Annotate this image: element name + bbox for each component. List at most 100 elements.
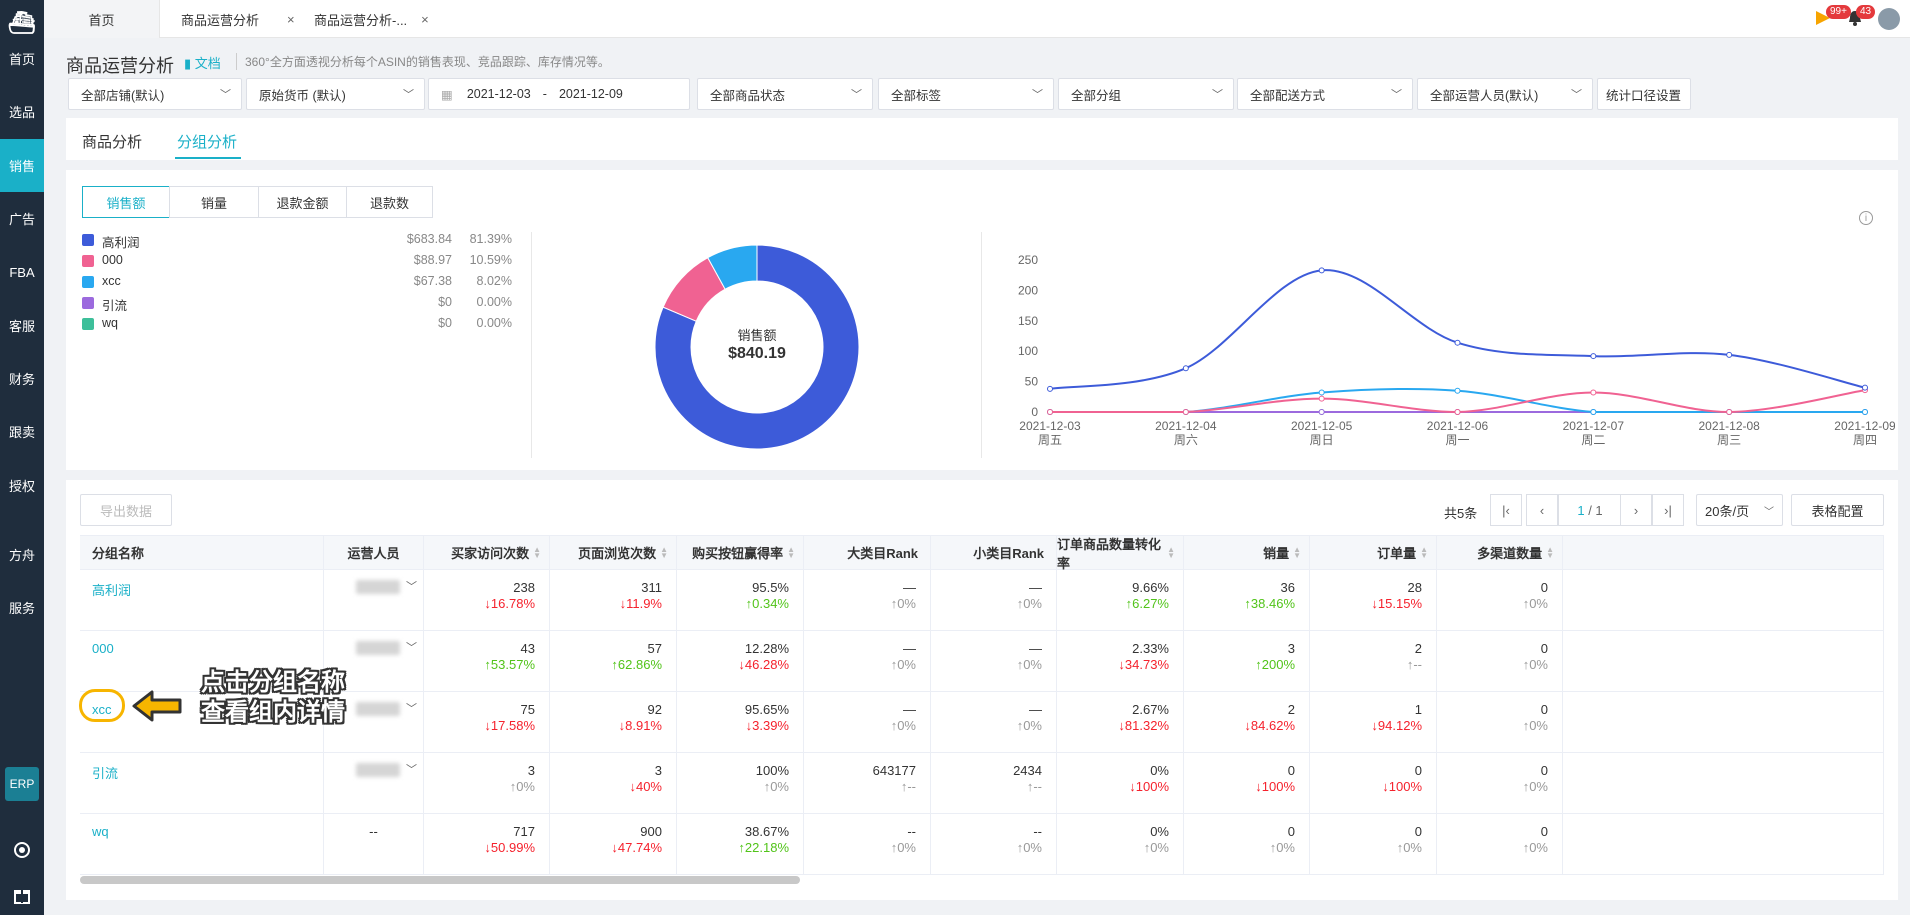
page-size-select[interactable]: 20条/页 ﹀ bbox=[1696, 494, 1783, 526]
column-header[interactable]: 多渠道数量 ▲ ▼ bbox=[1437, 536, 1563, 570]
chevron-down-icon[interactable]: ﹀ bbox=[406, 764, 417, 776]
table-config-button[interactable]: 表格配置 bbox=[1791, 494, 1884, 526]
group-name-link[interactable]: 000 bbox=[92, 641, 114, 656]
sort-icon[interactable]: ▲ ▼ bbox=[533, 544, 541, 560]
data-point[interactable] bbox=[1862, 409, 1868, 415]
bell-icon[interactable]: 43 bbox=[1846, 4, 1876, 30]
tags-select[interactable]: 全部标签 ﹀ bbox=[878, 78, 1054, 110]
avatar[interactable] bbox=[1878, 8, 1900, 30]
group-name-link[interactable]: 引流 bbox=[92, 766, 119, 781]
data-point[interactable] bbox=[1454, 387, 1461, 394]
data-point[interactable] bbox=[1318, 267, 1325, 274]
tab-product-analysis-detail[interactable]: 商品运营分析-... × bbox=[314, 0, 429, 38]
data-point[interactable] bbox=[1726, 409, 1733, 415]
date-end[interactable]: 2021-12-09 bbox=[558, 87, 623, 101]
data-point[interactable] bbox=[1047, 385, 1053, 392]
metric-tab-sales-volume[interactable]: 销量 bbox=[169, 186, 259, 218]
data-point[interactable] bbox=[1318, 389, 1325, 396]
last-page-icon[interactable]: ›| bbox=[1652, 494, 1684, 526]
sidebar-item[interactable]: FBA bbox=[9, 265, 35, 280]
erp-button[interactable]: ERP bbox=[5, 767, 39, 801]
group-name-link[interactable]: xcc bbox=[92, 702, 112, 717]
group-name-link[interactable]: wq bbox=[92, 824, 109, 839]
donut-slice[interactable] bbox=[654, 244, 860, 450]
tab-group-analysis[interactable]: 分组分析 bbox=[177, 134, 238, 151]
sidebar-item[interactable]: 跟卖 bbox=[8, 425, 35, 440]
data-point[interactable] bbox=[1862, 384, 1868, 391]
operator-cell[interactable]: -- bbox=[324, 814, 424, 875]
groups-select[interactable]: 全部分组 ﹀ bbox=[1058, 78, 1234, 110]
column-header[interactable]: 销量 ▲ ▼ bbox=[1184, 536, 1310, 570]
stat-setting-button[interactable]: 统计口径设置 bbox=[1597, 78, 1691, 110]
close-icon[interactable]: × bbox=[287, 11, 295, 27]
data-point[interactable] bbox=[1726, 351, 1733, 358]
sort-icon[interactable]: ▲ ▼ bbox=[1167, 544, 1175, 560]
sidebar-item[interactable]: 服务 bbox=[8, 601, 35, 616]
date-start[interactable]: 2021-12-03 bbox=[466, 87, 531, 101]
chevron-down-icon[interactable]: ﹀ bbox=[406, 581, 417, 593]
data-point[interactable] bbox=[1454, 409, 1461, 415]
doc-link[interactable]: ▮ 文档 bbox=[184, 53, 221, 72]
sidebar-item[interactable]: 授权 bbox=[8, 479, 35, 494]
currency-select[interactable]: 原始货币 (默认) ﹀ bbox=[246, 78, 425, 110]
status-select[interactable]: 全部商品状态 ﹀ bbox=[697, 78, 873, 110]
support-icon[interactable] bbox=[0, 830, 44, 870]
export-button[interactable]: 导出数据 bbox=[80, 494, 172, 526]
horizontal-scrollbar[interactable] bbox=[80, 876, 800, 884]
chevron-down-icon[interactable]: ﹀ bbox=[406, 642, 417, 654]
sort-icon[interactable]: ▲ ▼ bbox=[787, 544, 795, 560]
operators-select[interactable]: 全部运营人员(默认) ﹀ bbox=[1417, 78, 1593, 110]
column-header[interactable]: 页面浏览次数 ▲ ▼ bbox=[550, 536, 677, 570]
delivery-select[interactable]: 全部配送方式 ﹀ bbox=[1237, 78, 1413, 110]
shop-select[interactable]: 全部店铺(默认) ﹀ bbox=[68, 78, 242, 110]
data-point[interactable] bbox=[1182, 409, 1189, 415]
sort-icon[interactable]: ▲ ▼ bbox=[1546, 544, 1554, 560]
sidebar-item[interactable]: 财务 bbox=[8, 372, 35, 387]
prev-page-icon[interactable]: ‹ bbox=[1526, 494, 1558, 526]
column-header[interactable]: 购买按钮赢得率 ▲ ▼ bbox=[677, 536, 804, 570]
legend-item[interactable]: 高利润 $683.84 81.39% bbox=[82, 230, 512, 250]
operator-cell[interactable]: ﹀ bbox=[324, 753, 424, 814]
legend-item[interactable]: 引流 $0 0.00% bbox=[82, 293, 512, 313]
column-header[interactable]: 买家访问次数 ▲ ▼ bbox=[424, 536, 550, 570]
operator-cell[interactable]: ﹀ bbox=[324, 631, 424, 692]
first-page-icon[interactable]: |‹ bbox=[1490, 494, 1522, 526]
operator-cell[interactable]: ﹀ bbox=[324, 570, 424, 631]
metric-tab-sales-amount[interactable]: 销售额 bbox=[82, 186, 170, 218]
data-point[interactable] bbox=[1182, 365, 1189, 372]
close-icon[interactable]: × bbox=[421, 11, 429, 27]
sidebar-item[interactable]: 首页 bbox=[8, 52, 35, 67]
sidebar-item[interactable]: 销售 bbox=[0, 139, 44, 192]
sidebar-item[interactable]: 方舟 bbox=[8, 548, 35, 563]
data-point[interactable] bbox=[1454, 339, 1461, 346]
tab-product-analysis[interactable]: 商品运营分析 × bbox=[181, 0, 295, 38]
data-point[interactable] bbox=[1047, 409, 1053, 415]
chevron-down-icon[interactable]: ﹀ bbox=[406, 703, 417, 715]
group-name-link[interactable]: 高利润 bbox=[92, 583, 132, 598]
page-input[interactable]: 1 / 1 bbox=[1558, 494, 1622, 526]
logo-icon[interactable]: ⛴ bbox=[8, 10, 36, 35]
sort-icon[interactable]: ▲ ▼ bbox=[1293, 544, 1301, 560]
gift-icon[interactable] bbox=[0, 875, 44, 915]
data-point[interactable] bbox=[1590, 409, 1597, 415]
sidebar-item[interactable]: 选品 bbox=[8, 105, 35, 120]
sidebar-item[interactable]: 广告 bbox=[8, 212, 35, 227]
metric-tab-refund-amount[interactable]: 退款金额 bbox=[258, 186, 347, 218]
legend-item[interactable]: 000 $88.97 10.59% bbox=[82, 251, 512, 271]
operator-cell[interactable]: ﹀ bbox=[324, 692, 424, 753]
sort-icon[interactable]: ▲ ▼ bbox=[1420, 544, 1428, 560]
metric-tab-refund-count[interactable]: 退款数 bbox=[346, 186, 433, 218]
column-header[interactable]: 订单量 ▲ ▼ bbox=[1310, 536, 1437, 570]
legend-item[interactable]: wq $0 0.00% bbox=[82, 314, 512, 334]
data-point[interactable] bbox=[1318, 395, 1325, 402]
date-range-picker[interactable]: ▦ 2021-12-03 - 2021-12-09 bbox=[428, 78, 690, 110]
tab-product-analysis-main[interactable]: 商品分析 bbox=[82, 134, 143, 151]
legend-item[interactable]: xcc $67.38 8.02% bbox=[82, 272, 512, 292]
flag-icon[interactable]: 99+ bbox=[1814, 4, 1851, 30]
sidebar-item[interactable]: 客服 bbox=[8, 319, 35, 334]
tab-home[interactable]: 首页 bbox=[44, 0, 160, 38]
next-page-icon[interactable]: › bbox=[1620, 494, 1652, 526]
sort-icon[interactable]: ▲ ▼ bbox=[660, 544, 668, 560]
column-header[interactable]: 订单商品数量转化率 ▲ ▼ bbox=[1057, 536, 1184, 571]
info-icon[interactable]: i bbox=[1859, 211, 1873, 225]
